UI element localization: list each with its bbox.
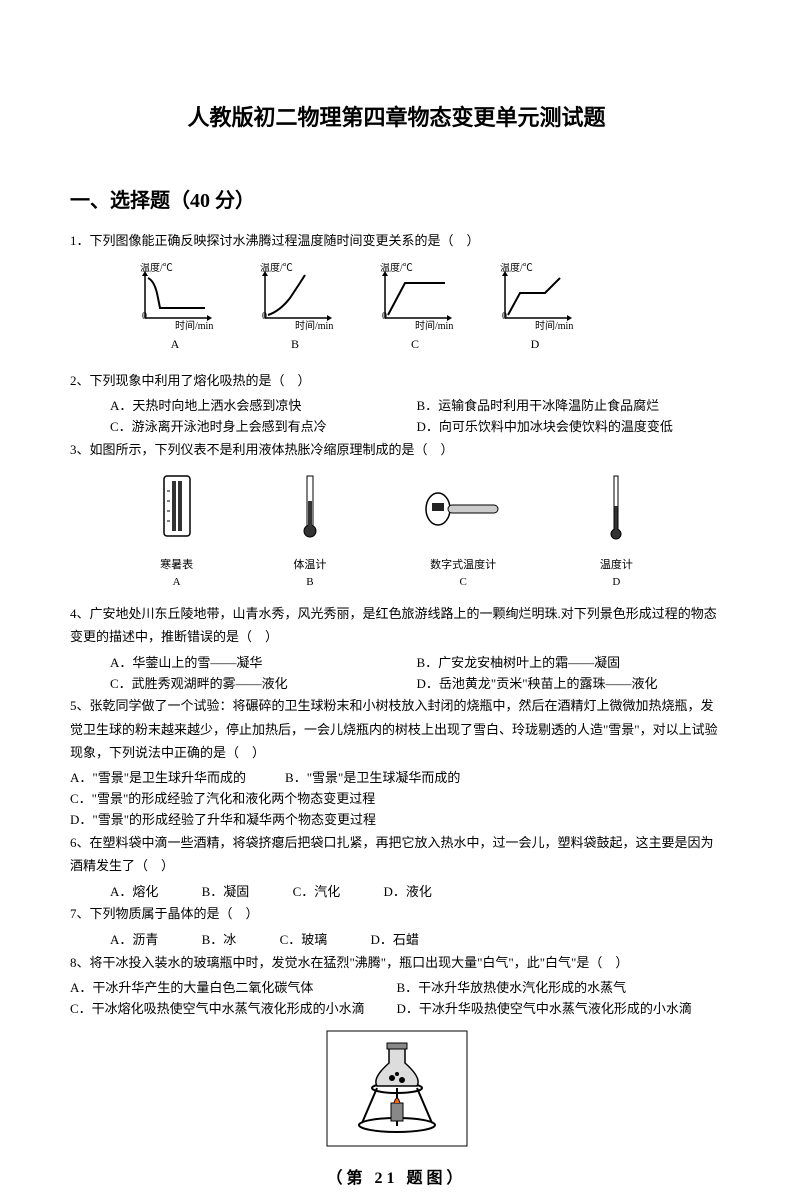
q4-d: D．岳池黄龙"贡米"秧苗上的露珠——液化 [417, 674, 724, 695]
question-8: 8、将干冰投入装水的玻璃瓶中时，发觉水在猛烈"沸腾"，瓶口出现大量"白气"，此"… [70, 951, 723, 974]
q5-options: A．"雪景"是卫生球升华而成的 B．"雪景"是卫生球凝华而成的 C．"雪景"的形… [70, 768, 723, 830]
q4-options: A．华蓥山上的雪——凝华 B．广安龙安柚树叶上的霜——凝固 C．武胜秀观湖畔的雾… [70, 653, 723, 695]
q7-a: A．沥青 [110, 930, 158, 951]
graph-d-label: D [490, 335, 580, 354]
q7-c: C．玻璃 [280, 930, 328, 951]
q5-c: C．"雪景"的形成经验了汽化和液化两个物态变更过程 [70, 789, 723, 810]
q6-b: B．凝固 [202, 882, 250, 903]
svg-text:0: 0 [142, 311, 147, 322]
section-header: 一、选择题（40 分） [70, 185, 723, 217]
question-2: 2、下列现象中利用了熔化吸热的是（ ） [70, 369, 723, 392]
q2-options: A．天热时向地上洒水会感到凉快 B．运输食品时利用干冰降温防止食品腐烂 C．游泳… [70, 396, 723, 438]
q6-c: C．汽化 [293, 882, 341, 903]
q4-b: B．广安龙安柚树叶上的霜——凝固 [417, 653, 724, 674]
question-6: 6、在塑料袋中滴一些酒精，将袋挤瘪后把袋口扎紧，再把它放入热水中，过一会儿，塑料… [70, 831, 723, 878]
question-4: 4、广安地处川东丘陵地带，山青水秀，风光秀丽，是红色旅游线路上的一颗绚烂明珠.对… [70, 602, 723, 649]
q1-graphs: 温度/℃ 时间/min 0 A 温度/℃ 时间/min 0 B 温度/℃ [70, 263, 723, 354]
q5-a: A．"雪景"是卫生球升华而成的 [70, 770, 246, 785]
graph-d: 温度/℃ 时间/min 0 D [490, 263, 580, 354]
q7-d: D．石蜡 [370, 930, 418, 951]
q1-text: 1．下列图像能正确反映探讨水沸腾过程温度随时间变更关系的是（ ） [70, 229, 723, 252]
graph-c: 温度/℃ 时间/min 0 C [370, 263, 460, 354]
q8-c: C．干冰熔化吸热使空气中水蒸气液化形成的小水滴 [70, 999, 397, 1020]
svg-text:时间/min: 时间/min [175, 319, 213, 332]
svg-text:时间/min: 时间/min [415, 319, 453, 332]
svg-text:时间/min: 时间/min [295, 319, 333, 332]
svg-text:0: 0 [262, 311, 267, 322]
thermo-b: 体温计 B [285, 471, 335, 592]
q2-a: A．天热时向地上洒水会感到凉快 [110, 396, 417, 417]
q2-d: D．向可乐饮料中加冰块会使饮料的温度变低 [417, 417, 724, 438]
q8-a: A．干冰升华产生的大量白色二氧化碳气体 [70, 978, 397, 999]
question-7: 7、下列物质属于晶体的是（ ） [70, 902, 723, 925]
graph-a: 温度/℃ 时间/min 0 A [130, 263, 220, 354]
graph-b: 温度/℃ 时间/min 0 B [250, 263, 340, 354]
q3-images: 寒暑表 A 体温计 B 数字式温度计 C 温度计 D [70, 471, 723, 592]
question-3: 3、如图所示，下列仪表不是利用液体热胀冷缩原理制成的是（ ） [70, 438, 723, 461]
svg-text:0: 0 [382, 311, 387, 322]
thermo-a: 寒暑表 A [152, 471, 202, 592]
bottom-figure: （第 21 题图） [70, 1028, 723, 1192]
q2-c: C．游泳离开泳池时身上会感到有点冷 [110, 417, 417, 438]
q5-b: B．"雪景"是卫生球凝华而成的 [285, 770, 460, 785]
q5-d: D．"雪景"的形成经验了升华和凝华两个物态变更过程 [70, 810, 723, 831]
thermo-c: 数字式温度计 C [418, 471, 508, 592]
q7-text: 7、下列物质属于晶体的是（ ） [70, 906, 259, 921]
q2-b: B．运输食品时利用干冰降温防止食品腐烂 [417, 396, 724, 417]
q2-text: 2、下列现象中利用了熔化吸热的是（ ） [70, 373, 311, 388]
thermo-c-label: C [418, 574, 508, 592]
q8-d: D．干冰升华吸热使空气中水蒸气液化形成的小水滴 [397, 999, 724, 1020]
svg-text:时间/min: 时间/min [535, 319, 573, 332]
thermo-d-caption: 温度计 [591, 557, 641, 575]
thermo-c-caption: 数字式温度计 [418, 557, 508, 575]
thermo-a-caption: 寒暑表 [152, 557, 202, 575]
q6-text: 6、在塑料袋中滴一些酒精，将袋挤瘪后把袋口扎紧，再把它放入热水中，过一会儿，塑料… [70, 835, 714, 873]
q6-a: A．熔化 [110, 882, 158, 903]
question-5: 5、张乾同学做了一个试验：将碾碎的卫生球粉末和小树枝放入封闭的烧瓶中，然后在酒精… [70, 694, 723, 764]
q7-b: B．冰 [202, 930, 237, 951]
graph-a-label: A [130, 335, 220, 354]
thermo-d-label: D [591, 574, 641, 592]
q4-a: A．华蓥山上的雪——凝华 [110, 653, 417, 674]
q4-c: C．武胜秀观湖畔的雾——液化 [110, 674, 417, 695]
thermo-b-label: B [285, 574, 335, 592]
question-1: 1．下列图像能正确反映探讨水沸腾过程温度随时间变更关系的是（ ） [70, 229, 723, 252]
thermo-d: 温度计 D [591, 471, 641, 592]
q8-options: A．干冰升华产生的大量白色二氧化碳气体B．干冰升华放热使水汽化形成的水蒸气 C．… [70, 978, 723, 1020]
q5-text: 5、张乾同学做了一个试验：将碾碎的卫生球粉末和小树枝放入封闭的烧瓶中，然后在酒精… [70, 698, 718, 760]
svg-text:0: 0 [502, 311, 507, 322]
q4-text: 4、广安地处川东丘陵地带，山青水秀，风光秀丽，是红色旅游线路上的一颗绚烂明珠.对… [70, 606, 717, 644]
graph-c-label: C [370, 335, 460, 354]
graph-b-label: B [250, 335, 340, 354]
q6-options: A．熔化 B．凝固 C．汽化 D．液化 [70, 882, 723, 903]
thermo-b-caption: 体温计 [285, 557, 335, 575]
q8-b: B．干冰升华放热使水汽化形成的水蒸气 [397, 978, 724, 999]
page-title: 人教版初二物理第四章物态变更单元测试题 [70, 100, 723, 135]
bottom-caption: （第 21 题图） [70, 1166, 723, 1192]
q3-text: 3、如图所示，下列仪表不是利用液体热胀冷缩原理制成的是（ ） [70, 442, 454, 457]
thermo-a-label: A [152, 574, 202, 592]
q6-d: D．液化 [383, 882, 431, 903]
q7-options: A．沥青 B．冰 C．玻璃 D．石蜡 [70, 930, 723, 951]
q8-text: 8、将干冰投入装水的玻璃瓶中时，发觉水在猛烈"沸腾"，瓶口出现大量"白气"，此"… [70, 955, 628, 970]
